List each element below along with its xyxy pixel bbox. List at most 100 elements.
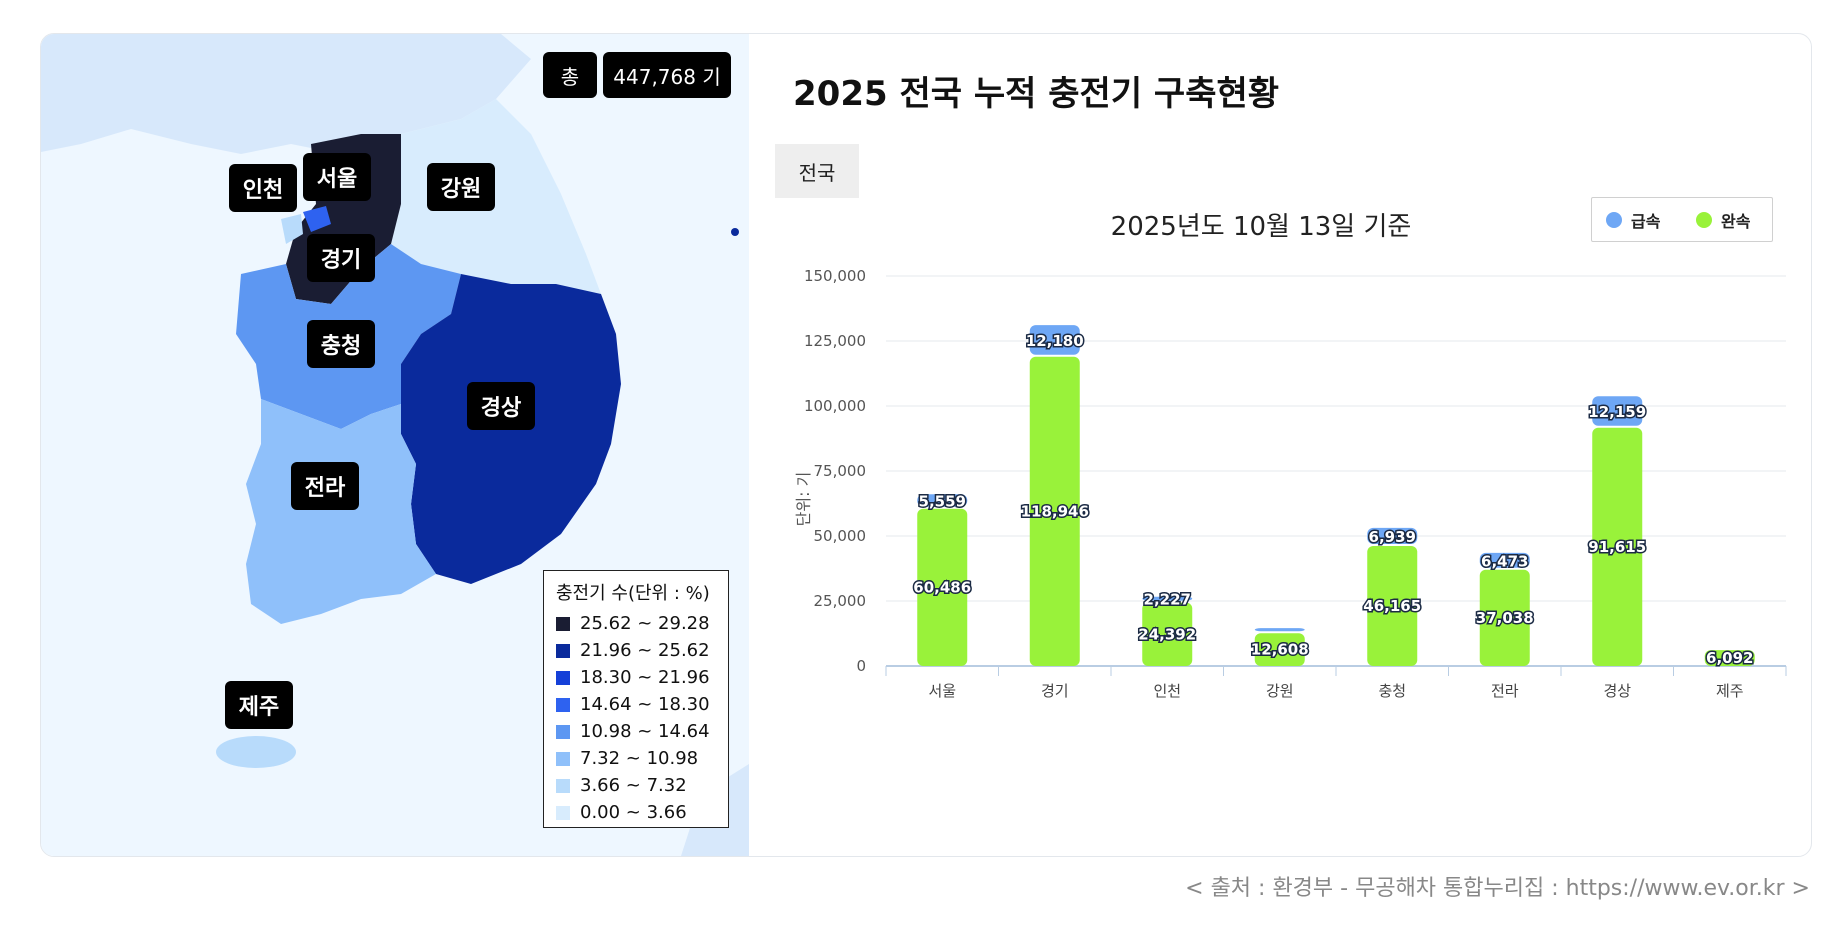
- region-gangwon[interactable]: [391, 99, 601, 294]
- data-label-slow: 6,092: [1706, 649, 1753, 667]
- legend-item-label: 21.96 ~ 25.62: [580, 640, 710, 661]
- x-tick-label: 충청: [1378, 682, 1406, 700]
- legend-item-fast[interactable]: 급속: [1606, 208, 1660, 232]
- bar-fast: [1367, 527, 1418, 544]
- map-legend-title: 충전기 수(단위 : %): [556, 583, 710, 604]
- dashboard-card: 총 447,768 기 인천 서울 강원 경기 충청 경상 전라 제주 충전기 …: [40, 33, 1812, 857]
- map-legend-item: 18.30 ~ 21.96: [556, 667, 710, 688]
- data-label-fast: 12,180: [1026, 332, 1084, 350]
- ulleung-island: [731, 228, 739, 236]
- map-legend-item: 21.96 ~ 25.62: [556, 640, 710, 661]
- x-tick-label: 서울: [928, 682, 956, 700]
- bars-layer: [917, 325, 1755, 666]
- map-legend-item: 0.00 ~ 3.66: [556, 802, 687, 823]
- bar-slow: [1704, 650, 1755, 666]
- y-axis-label: 단위: 기: [794, 472, 813, 527]
- region-incheon[interactable]: [281, 214, 303, 244]
- region-jeju[interactable]: [216, 736, 296, 768]
- label-chungcheong[interactable]: 충청: [307, 320, 375, 368]
- north-landmass: [41, 34, 531, 154]
- map-legend-item: 10.98 ~ 14.64: [556, 721, 710, 742]
- legend-item-label: 3.66 ~ 7.32: [580, 775, 687, 796]
- total-label: 총: [560, 64, 580, 89]
- tab-nationwide[interactable]: 전국: [775, 144, 859, 198]
- total-value: 447,768 기: [613, 64, 721, 89]
- legend-item-label: 25.62 ~ 29.28: [580, 613, 710, 634]
- legend-swatch: [556, 616, 570, 631]
- legend-dot-slow: [1696, 212, 1712, 228]
- map-legend-item: 3.66 ~ 7.32: [556, 775, 687, 796]
- legend-swatch: [556, 670, 570, 685]
- legend-swatch: [556, 643, 570, 658]
- label-incheon[interactable]: 인천: [229, 164, 297, 212]
- x-tick-label: 인천: [1153, 682, 1181, 700]
- data-label-slow: 91,615: [1588, 538, 1646, 556]
- bar-fast: [1029, 325, 1080, 355]
- chart-subtitle: 2025년도 10월 13일 기준: [1110, 212, 1412, 242]
- chart-legend: 급속 완속: [1591, 197, 1773, 242]
- bar-slow: [1367, 545, 1418, 666]
- bar-chart: 0 25,000 50,000 75,000 100,000 125,000 150,000…: [794, 267, 1787, 700]
- legend-item-label: 14.64 ~ 18.30: [580, 694, 710, 715]
- y-tick-label: 50,000: [814, 527, 867, 545]
- x-tick-label: 경기: [1041, 682, 1069, 700]
- label-seoul[interactable]: 서울: [303, 153, 371, 201]
- data-label-fast: 12,159: [1588, 403, 1646, 421]
- data-label-slow: 12,608: [1251, 641, 1309, 659]
- label-jeolla[interactable]: 전라: [291, 462, 359, 510]
- bar-fast: [917, 494, 968, 507]
- legend-label-slow: 완속: [1721, 212, 1751, 231]
- bar-fast: [1254, 628, 1305, 632]
- data-label-fast: 5,559: [919, 493, 966, 511]
- x-tick-label: 강원: [1266, 682, 1294, 700]
- bar-slow: [1029, 356, 1080, 666]
- label-jeju[interactable]: 제주: [225, 681, 293, 729]
- source-note: < 출처 : 환경부 - 무공해차 통합누리집 : https://www.ev…: [1185, 876, 1810, 901]
- data-label-fast: 2,227: [1144, 591, 1191, 609]
- map-legend-item: 25.62 ~ 29.28: [556, 613, 710, 634]
- data-label-slow: 60,486: [913, 578, 971, 596]
- data-label-slow: 46,165: [1363, 597, 1421, 615]
- bar-slow: [1254, 633, 1305, 666]
- legend-item-label: 10.98 ~ 14.64: [580, 721, 710, 742]
- data-label-fast: 6,473: [1481, 552, 1528, 570]
- x-tick-label: 경상: [1603, 682, 1631, 700]
- legend-dot-fast: [1606, 212, 1622, 228]
- x-tick-label: 전라: [1491, 682, 1519, 700]
- y-tick-label: 75,000: [814, 462, 867, 480]
- legend-item-slow[interactable]: 완속: [1696, 208, 1750, 232]
- legend-swatch: [556, 751, 570, 766]
- bar-slow: [917, 508, 968, 666]
- map-legend: 충전기 수(단위 : %) 25.62 ~ 29.28 21.96 ~ 25.6…: [543, 570, 729, 828]
- legend-swatch: [556, 778, 570, 793]
- map-panel: 총 447,768 기 인천 서울 강원 경기 충청 경상 전라 제주 충전기 …: [41, 34, 749, 856]
- y-tick-label: 0: [856, 657, 866, 675]
- label-gyeongsang[interactable]: 경상: [467, 382, 535, 430]
- data-label-fast: 6,939: [1369, 528, 1416, 546]
- legend-item-label: 7.32 ~ 10.98: [580, 748, 699, 769]
- region-seoul[interactable]: [303, 206, 331, 232]
- x-tick-label: 제주: [1716, 682, 1744, 700]
- map-legend-item: 14.64 ~ 18.30: [556, 694, 710, 715]
- bar-slow: [1479, 569, 1530, 666]
- y-tick-label: 125,000: [804, 332, 866, 350]
- total-label-box: 총: [543, 52, 597, 98]
- labels-layer: 5,559 60,486 서울 12,180 118,946 경기 2,227 24,392 인…: [912, 330, 1755, 700]
- legend-swatch: [556, 805, 570, 820]
- legend-swatch: [556, 697, 570, 712]
- label-gyeonggi[interactable]: 경기: [307, 234, 375, 282]
- bar-slow: [1142, 602, 1193, 666]
- region-jeolla[interactable]: [246, 399, 436, 624]
- legend-swatch: [556, 724, 570, 739]
- data-label-slow: 24,392: [1138, 625, 1196, 643]
- bar-slow: [1592, 427, 1643, 666]
- y-tick-label: 100,000: [804, 397, 866, 415]
- legend-label-fast: 급속: [1631, 212, 1661, 231]
- bar-fast: [1142, 596, 1193, 601]
- y-tick-label: 150,000: [804, 267, 866, 285]
- data-label-slow: 118,946: [1021, 502, 1089, 520]
- bar-fast: [1479, 552, 1530, 568]
- total-value-box: 447,768 기: [603, 52, 731, 98]
- label-gangwon[interactable]: 강원: [427, 163, 495, 211]
- legend-item-label: 18.30 ~ 21.96: [580, 667, 710, 688]
